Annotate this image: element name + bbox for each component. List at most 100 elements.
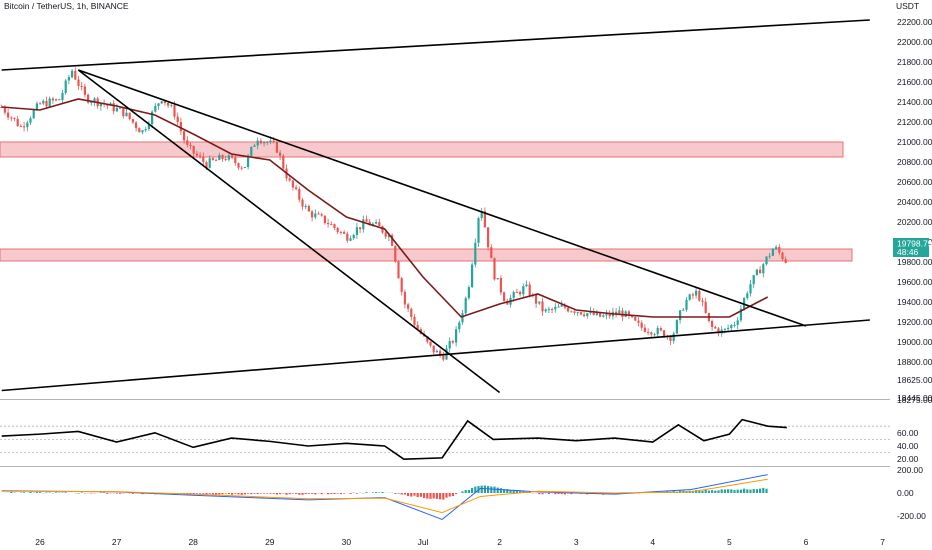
macd-histogram-bar: [419, 493, 422, 497]
candle-body: [346, 233, 349, 241]
price-tick-label: 19200.00: [897, 317, 932, 327]
candle-body: [493, 258, 496, 280]
candle-body: [557, 306, 560, 308]
trendline: [1, 319, 870, 392]
candle-body: [618, 310, 621, 315]
macd-histogram-bar: [720, 489, 723, 493]
rsi-pane[interactable]: [0, 418, 890, 461]
macd-histogram-bar: [723, 489, 726, 493]
macd-histogram-bar: [234, 493, 237, 494]
macd-histogram-bar: [474, 486, 477, 493]
candle-body: [144, 128, 147, 131]
macd-histogram-bar: [327, 493, 330, 495]
candle-body: [579, 312, 582, 315]
price-tick-label: 20400.00: [897, 197, 932, 207]
candle-body: [339, 231, 342, 233]
candle-body: [653, 334, 656, 336]
candle-body: [768, 255, 771, 257]
candle-body: [240, 167, 243, 169]
candle-body: [528, 284, 531, 296]
time-tick-label: 28: [188, 537, 198, 547]
candle-body: [93, 98, 96, 102]
macd-histogram-bar: [490, 486, 493, 493]
candle-body: [288, 178, 291, 181]
candle-body: [685, 299, 688, 310]
macd-histogram-bar: [407, 493, 410, 497]
time-tick-label: 29: [265, 537, 275, 547]
candle-body: [71, 70, 74, 78]
macd-histogram-bar: [80, 492, 83, 493]
macd-histogram-bar: [567, 493, 570, 494]
macd-histogram-bar: [39, 492, 42, 493]
resistance-zone: [0, 141, 844, 158]
candle-body: [781, 252, 784, 260]
macd-histogram-bar: [291, 493, 294, 494]
macd-pane[interactable]: [0, 474, 768, 521]
candle-body: [119, 107, 122, 109]
macd-histogram-bar: [570, 493, 573, 495]
price-tick-label: 21000.00: [897, 137, 932, 147]
candle-body: [499, 278, 502, 293]
macd-histogram-bar: [483, 485, 486, 493]
macd-histogram-bar: [506, 489, 509, 493]
candle-body: [535, 294, 538, 304]
candle-body: [199, 155, 202, 157]
candle-body: [90, 101, 93, 103]
time-tick-label: 26: [35, 537, 45, 547]
candle-body: [525, 284, 528, 287]
candle-body: [650, 332, 653, 335]
trendline: [1, 19, 870, 71]
candle-body: [432, 345, 435, 353]
macd-histogram-bar: [493, 486, 496, 493]
rsi-tick-label: 60.00: [897, 428, 919, 438]
candle-body: [429, 341, 432, 346]
price-tick-label: 18625.00: [897, 375, 932, 385]
candle-body: [691, 294, 694, 296]
candle-body: [477, 218, 480, 243]
candle-body: [330, 224, 333, 226]
candle-body: [42, 100, 45, 104]
price-tick-label: 21600.00: [897, 77, 932, 87]
candle-body: [282, 155, 285, 169]
macd-histogram-bar: [432, 493, 435, 499]
price-pane[interactable]: [0, 19, 890, 467]
macd-histogram-bar: [759, 488, 762, 493]
candle-body: [272, 140, 275, 142]
candle-body: [595, 312, 598, 315]
macd-histogram-bar: [195, 493, 198, 494]
candle-body: [496, 278, 499, 280]
macd-histogram-bar: [538, 493, 541, 495]
candle-body: [141, 130, 144, 133]
symbol-title: Bitcoin / TetherUS, 1h, BINANCE: [4, 1, 129, 11]
macd-histogram-bar: [563, 493, 566, 495]
candle-body: [99, 103, 102, 107]
candle-body: [7, 112, 10, 118]
candle-body: [35, 103, 38, 111]
macd-histogram-bar: [227, 493, 230, 495]
candle-body: [343, 232, 346, 234]
candle-body: [775, 246, 778, 249]
candle-body: [39, 103, 42, 105]
candle-body: [643, 327, 646, 332]
candle-body: [739, 308, 742, 321]
candle-body: [106, 104, 109, 106]
candle-body: [435, 350, 438, 353]
macd-histogram-bar: [375, 492, 378, 493]
candle-body: [647, 331, 650, 333]
candle-body: [448, 340, 451, 349]
candle-body: [746, 293, 749, 299]
macd-histogram-bar: [752, 489, 755, 493]
candle-body: [355, 227, 358, 235]
macd-histogram-bar: [471, 487, 474, 493]
macd-histogram-bar: [285, 493, 288, 495]
macd-histogram-bar: [275, 493, 278, 495]
candle-body: [586, 313, 589, 317]
rsi-line: [1, 418, 787, 461]
candle-body: [538, 301, 541, 304]
macd-histogram-bar: [730, 489, 733, 493]
macd-histogram-bar: [435, 493, 438, 499]
candle-body: [311, 211, 314, 218]
candle-body: [663, 330, 666, 338]
candle-body: [3, 107, 6, 113]
